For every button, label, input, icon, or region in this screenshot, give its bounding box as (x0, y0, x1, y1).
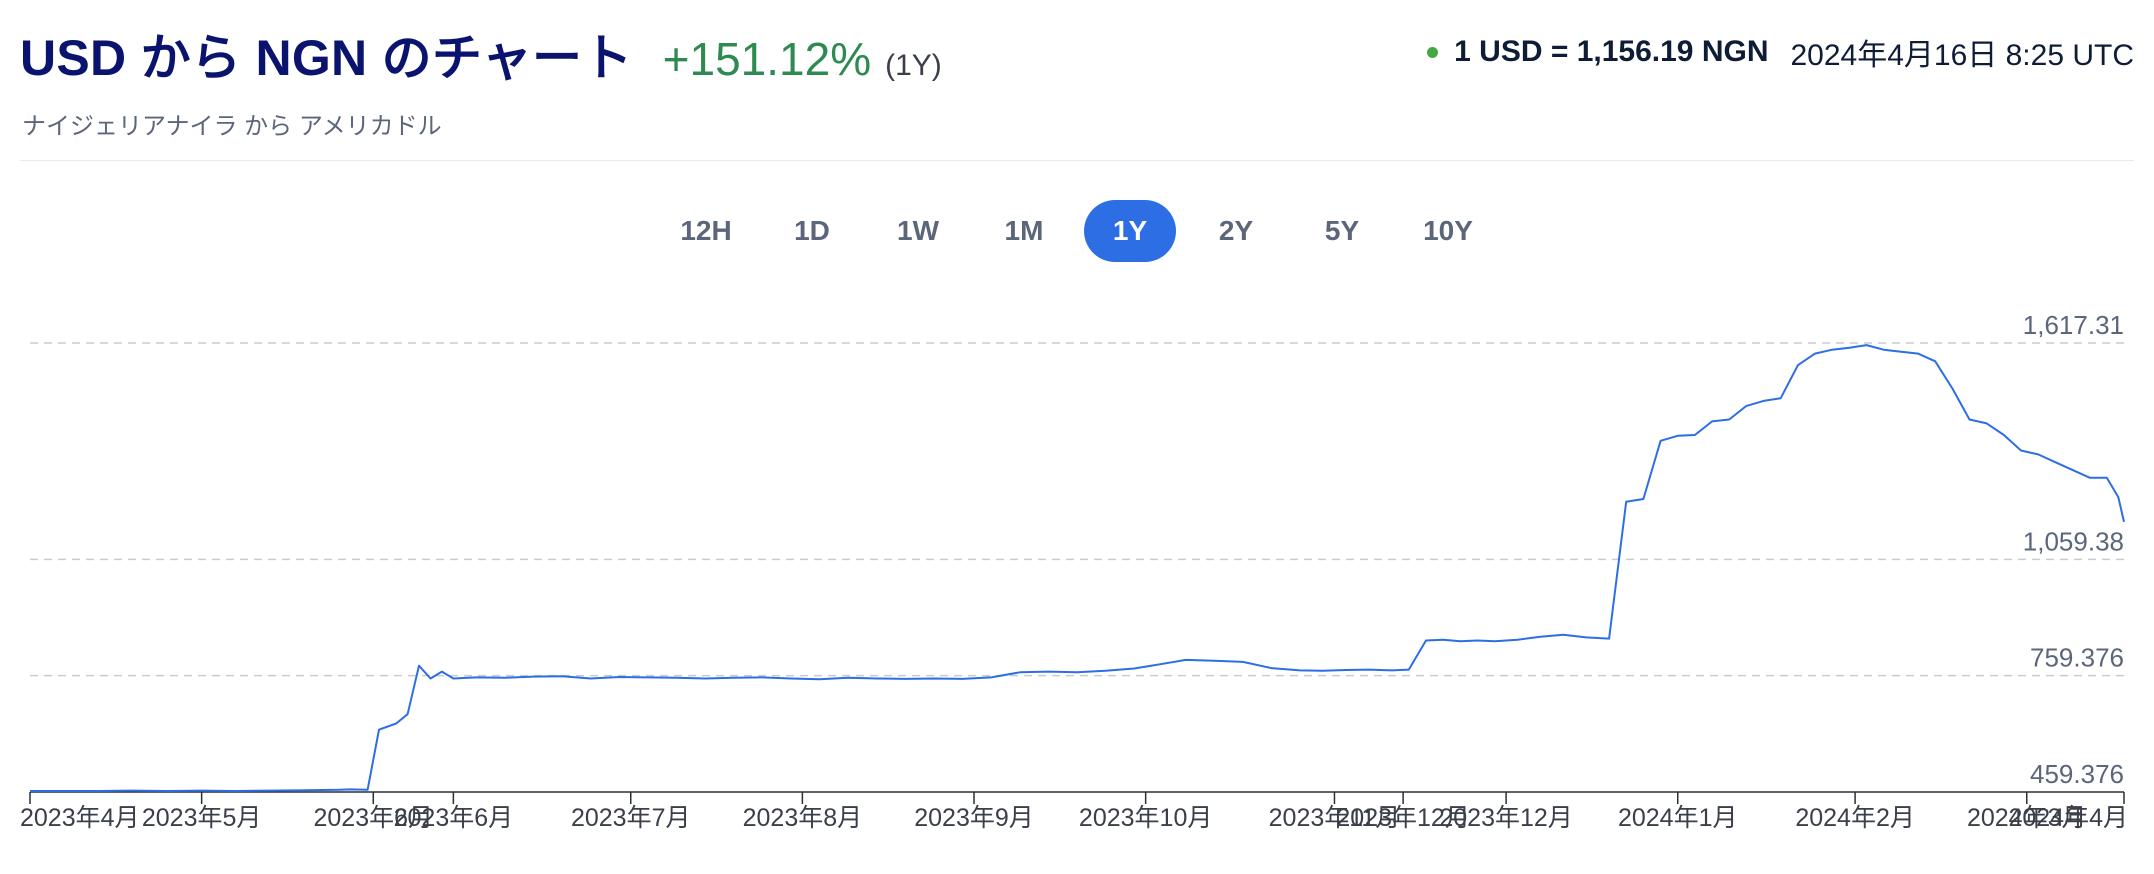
page-title: USD から NGN のチャート (20, 30, 633, 86)
x-tick-label: 2023年5月 (142, 804, 262, 832)
x-tick-label: 2023年6月 (394, 804, 514, 832)
x-tick-label: 2024年2月 (1795, 804, 1915, 832)
tab-1m[interactable]: 1M (1004, 215, 1044, 246)
x-tick-label: 2024年3月 (1967, 804, 2087, 832)
tab-2y[interactable]: 2Y (1218, 215, 1254, 246)
x-tick-label: 2023年4月 (20, 804, 140, 832)
chart-header: USD から NGN のチャート +151.12% (1Y) ナイジェリアナイラ… (20, 14, 2134, 140)
page-subtitle: ナイジェリアナイラ から アメリカドル (22, 113, 442, 140)
tab-1w[interactable]: 1W (897, 215, 939, 246)
rate-timestamp: 2024年4月16日 8:25 UTC (1790, 39, 2134, 72)
rate-value: 1 USD = 1,156.19 NGN (1454, 35, 1769, 68)
tab-12h[interactable]: 12H (680, 215, 732, 246)
tab-5y[interactable]: 5Y (1324, 215, 1360, 246)
x-tick-label: 2023年6月 (314, 804, 434, 832)
tab-1d[interactable]: 1D (794, 215, 830, 246)
header-divider (20, 160, 2134, 161)
x-tick-label: 2023年9月 (914, 804, 1034, 832)
x-tick-label: 2024年1月 (1618, 804, 1738, 832)
x-tick-label: 2024年4月 (2008, 804, 2128, 832)
title-row: USD から NGN のチャート +151.12% (1Y) (20, 18, 942, 90)
y-tick-label: 759.376 (2030, 643, 2124, 673)
x-tick-label: 2023年7月 (571, 804, 691, 832)
tab-1y[interactable]: 1Y (1084, 200, 1176, 262)
series-line (30, 344, 2125, 792)
tab-10y[interactable]: 10Y (1423, 215, 1473, 246)
y-tick-label: 1,617.31 (2023, 310, 2124, 340)
x-tick-label: 2023年8月 (743, 804, 863, 832)
x-tick-label: 2023年11月 (1269, 804, 1401, 832)
period-tabs: 12H 1D 1W 1M 1Y 2Y 5Y 10Y (0, 200, 2154, 262)
live-status-icon (1427, 46, 1439, 58)
x-tick-label: 2023年12月 (1439, 804, 1572, 832)
change-percent: +151.12% (662, 33, 872, 85)
change-period: (1Y) (885, 49, 942, 82)
current-rate: 1 USD = 1,156.19 NGN 2024年4月16日 8:25 UTC (1427, 30, 2134, 74)
y-tick-label: 459.376 (2030, 759, 2124, 789)
x-tick-label: 2023年10月 (1079, 804, 1212, 832)
x-tick-label: 2023年12月 (1336, 804, 1469, 832)
y-tick-label: 1,059.38 (2023, 526, 2124, 556)
